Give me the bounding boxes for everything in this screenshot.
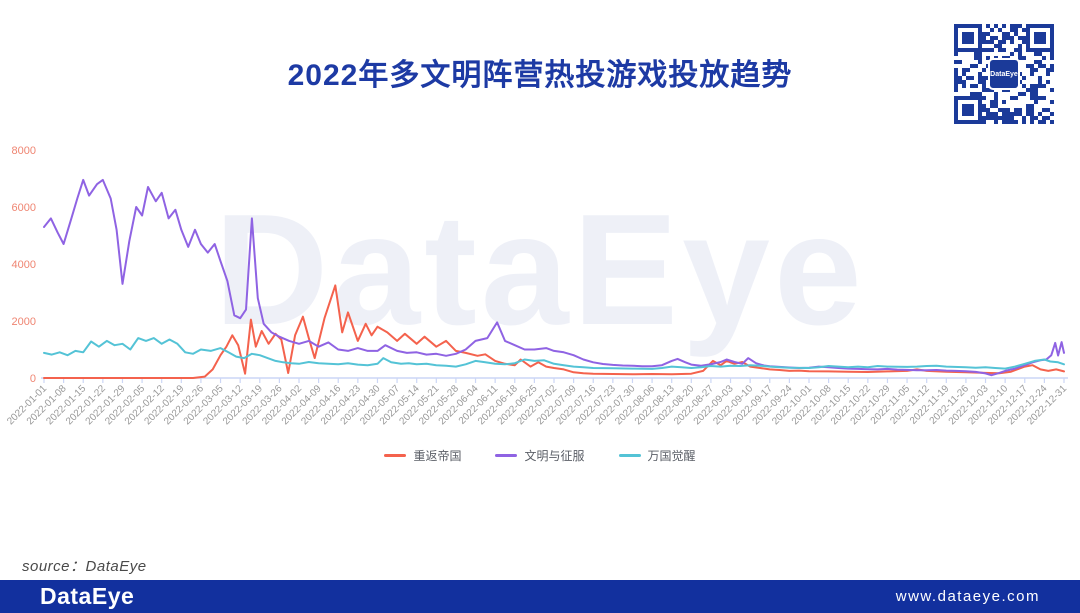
- legend-label: 重返帝国: [413, 449, 462, 463]
- trend-line-chart: 020004000600080002022-01-012022-01-08202…: [5, 145, 1069, 427]
- legend-item-wanguojuexing[interactable]: 万国觉醒: [618, 447, 696, 464]
- chart-legend: 重返帝国 文明与征服 万国觉醒: [0, 447, 1080, 464]
- footer-logo: DataEye: [40, 583, 135, 609]
- qr-center-logo: DataEye: [988, 58, 1020, 90]
- page-title: 2022年多文明阵营热投游戏投放趋势: [287, 59, 793, 92]
- svg-text:8000: 8000: [12, 145, 36, 157]
- source-note: source：DataEye: [22, 558, 147, 575]
- legend-swatch-orange: [384, 454, 407, 457]
- legend-label: 万国觉醒: [647, 449, 696, 463]
- footer-website: www.dataeye.com: [895, 588, 1040, 605]
- legend-item-wenmingyuzhengfu[interactable]: 文明与征服: [495, 447, 585, 464]
- footer-bar: DataEye www.dataeye.com: [0, 580, 1080, 613]
- svg-text:2000: 2000: [12, 316, 36, 328]
- svg-text:4000: 4000: [12, 259, 36, 271]
- legend-item-zhongfandiguo[interactable]: 重返帝国: [384, 447, 461, 464]
- qr-code: DataEye: [948, 18, 1060, 130]
- legend-swatch-teal: [618, 454, 641, 457]
- legend-label: 文明与征服: [524, 449, 585, 463]
- svg-text:0: 0: [30, 373, 36, 385]
- qr-pattern: [954, 24, 1054, 124]
- svg-text:6000: 6000: [12, 202, 36, 214]
- legend-swatch-purple: [495, 454, 518, 457]
